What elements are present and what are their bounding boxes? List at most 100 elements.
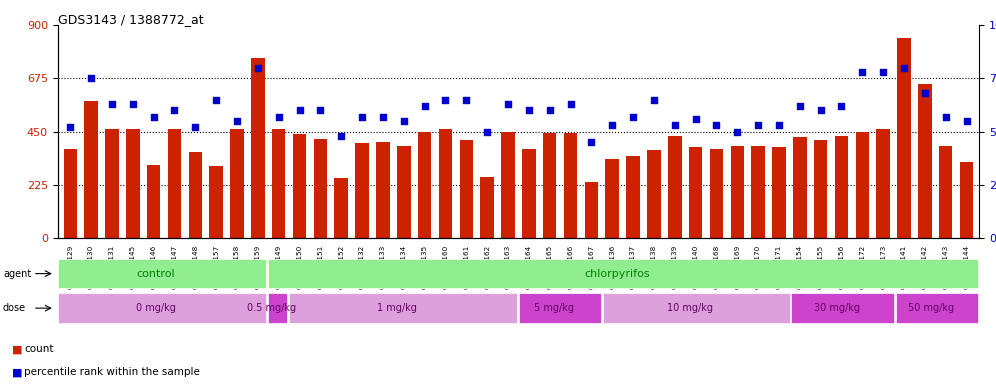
- Point: [145, 114, 161, 120]
- Text: dose: dose: [3, 303, 26, 313]
- Point: [63, 124, 79, 130]
- Point: [750, 122, 766, 128]
- Bar: [335, 178, 348, 238]
- Point: [479, 129, 495, 135]
- Bar: [918, 84, 931, 238]
- Bar: [209, 166, 223, 238]
- Bar: [188, 152, 202, 238]
- Point: [625, 114, 641, 120]
- Point: [187, 124, 203, 130]
- Point: [605, 122, 621, 128]
- Bar: [897, 38, 910, 238]
- Point: [938, 114, 954, 120]
- Text: percentile rank within the sample: percentile rank within the sample: [24, 367, 200, 377]
- Bar: [730, 146, 744, 238]
- Point: [166, 107, 182, 113]
- Point: [958, 118, 974, 124]
- Bar: [668, 136, 681, 238]
- Point: [917, 90, 933, 96]
- Bar: [289, 293, 517, 323]
- Bar: [146, 165, 160, 238]
- Bar: [585, 182, 599, 238]
- Bar: [793, 137, 807, 238]
- Bar: [626, 156, 639, 238]
- Bar: [438, 129, 452, 238]
- Point: [124, 101, 140, 107]
- Text: 0 mg/kg: 0 mg/kg: [136, 303, 176, 313]
- Text: control: control: [136, 268, 175, 279]
- Point: [896, 65, 912, 71]
- Bar: [814, 140, 828, 238]
- Point: [250, 65, 266, 71]
- Bar: [268, 293, 287, 323]
- Bar: [603, 293, 790, 323]
- Point: [437, 96, 453, 103]
- Bar: [58, 259, 266, 288]
- Point: [687, 116, 703, 122]
- Point: [584, 139, 600, 145]
- Bar: [895, 293, 978, 323]
- Point: [313, 107, 329, 113]
- Point: [355, 114, 371, 120]
- Text: chlorpyrifos: chlorpyrifos: [584, 268, 649, 279]
- Bar: [85, 101, 98, 238]
- Point: [855, 69, 871, 75]
- Bar: [876, 129, 890, 238]
- Point: [208, 96, 224, 103]
- Bar: [501, 131, 515, 238]
- Text: GDS3143 / 1388772_at: GDS3143 / 1388772_at: [58, 13, 203, 26]
- Point: [500, 101, 516, 107]
- Bar: [167, 129, 181, 238]
- Point: [792, 103, 808, 109]
- Point: [521, 107, 537, 113]
- Bar: [268, 259, 978, 288]
- Bar: [58, 293, 266, 323]
- Text: count: count: [24, 344, 54, 354]
- Bar: [418, 131, 431, 238]
- Point: [334, 133, 350, 139]
- Bar: [710, 149, 723, 238]
- Point: [395, 118, 411, 124]
- Point: [292, 107, 308, 113]
- Bar: [397, 146, 410, 238]
- Bar: [772, 147, 786, 238]
- Bar: [960, 162, 973, 238]
- Bar: [272, 129, 286, 238]
- Point: [666, 122, 682, 128]
- Bar: [543, 133, 557, 238]
- Text: 0.5 mg/kg: 0.5 mg/kg: [247, 303, 296, 313]
- Point: [542, 107, 558, 113]
- Bar: [791, 293, 894, 323]
- Bar: [356, 143, 369, 238]
- Bar: [856, 131, 870, 238]
- Bar: [939, 146, 952, 238]
- Point: [229, 118, 245, 124]
- Bar: [522, 149, 536, 238]
- Text: agent: agent: [3, 268, 31, 279]
- Text: 10 mg/kg: 10 mg/kg: [667, 303, 713, 313]
- Bar: [751, 146, 765, 238]
- Point: [813, 107, 829, 113]
- Bar: [230, 129, 244, 238]
- Bar: [835, 136, 849, 238]
- Bar: [64, 149, 77, 238]
- Point: [416, 103, 432, 109]
- Bar: [647, 151, 660, 238]
- Text: 50 mg/kg: 50 mg/kg: [907, 303, 954, 313]
- Point: [646, 96, 662, 103]
- Bar: [564, 133, 578, 238]
- Point: [104, 101, 120, 107]
- Point: [834, 103, 850, 109]
- Point: [458, 96, 474, 103]
- Point: [374, 114, 390, 120]
- Point: [83, 75, 99, 81]
- Text: 1 mg/kg: 1 mg/kg: [377, 303, 417, 313]
- Point: [271, 114, 287, 120]
- Text: 30 mg/kg: 30 mg/kg: [814, 303, 860, 313]
- Bar: [459, 140, 473, 238]
- Bar: [126, 129, 139, 238]
- Bar: [689, 147, 702, 238]
- Point: [729, 129, 745, 135]
- Point: [708, 122, 724, 128]
- Bar: [314, 139, 327, 238]
